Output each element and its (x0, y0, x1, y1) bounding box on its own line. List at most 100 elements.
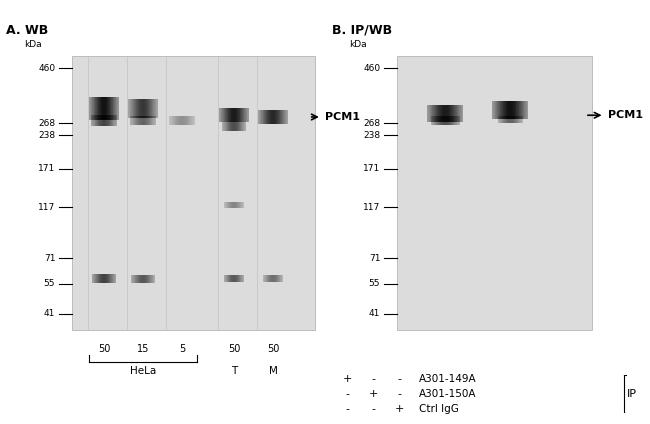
Bar (462, 106, 463, 122)
Bar (440, 106, 441, 122)
Text: A301-150A: A301-150A (419, 389, 476, 399)
Bar (437, 106, 438, 122)
Bar (521, 101, 523, 119)
Text: -: - (372, 374, 376, 385)
Text: B. IP/WB: B. IP/WB (332, 24, 391, 36)
Bar (452, 106, 453, 122)
Bar (446, 106, 447, 122)
Bar (429, 106, 430, 122)
Bar (511, 101, 512, 119)
Text: 41: 41 (369, 310, 380, 318)
Bar (514, 101, 515, 119)
Bar (458, 106, 459, 122)
Bar (444, 106, 445, 122)
Bar (518, 101, 519, 119)
Text: 71: 71 (44, 254, 55, 262)
Text: 5: 5 (179, 344, 185, 354)
Text: T: T (231, 366, 237, 376)
Bar (503, 101, 504, 119)
Bar (455, 106, 456, 122)
Bar (453, 106, 454, 122)
Text: 50: 50 (227, 344, 240, 354)
Text: 41: 41 (44, 310, 55, 318)
Bar (499, 101, 500, 119)
Text: 268: 268 (38, 119, 55, 128)
Bar (520, 101, 521, 119)
Bar (456, 106, 458, 122)
Bar (526, 101, 527, 119)
Text: HeLa: HeLa (130, 366, 156, 376)
Text: -: - (372, 404, 376, 414)
Bar (434, 106, 435, 122)
Bar (497, 101, 498, 119)
Text: -: - (398, 389, 402, 399)
Bar (431, 106, 432, 122)
Bar (512, 101, 513, 119)
Text: kDa: kDa (348, 40, 367, 49)
Text: IP: IP (627, 389, 637, 399)
Bar (443, 106, 444, 122)
Bar (498, 101, 499, 119)
Text: PCM1: PCM1 (325, 112, 360, 122)
Text: +: + (343, 374, 352, 385)
Bar (509, 101, 510, 119)
Bar (430, 106, 431, 122)
Bar (527, 101, 528, 119)
Text: kDa: kDa (23, 40, 42, 49)
Bar (445, 106, 446, 122)
Bar (502, 101, 503, 119)
Text: 117: 117 (363, 203, 380, 212)
Bar (454, 106, 455, 122)
Bar (501, 101, 502, 119)
Text: 15: 15 (136, 344, 150, 354)
Text: A301-149A: A301-149A (419, 374, 477, 385)
Text: -: - (346, 404, 350, 414)
Text: 117: 117 (38, 203, 55, 212)
Bar (525, 101, 526, 119)
Bar (433, 106, 434, 122)
Bar (513, 101, 514, 119)
Bar (428, 106, 429, 122)
Text: A. WB: A. WB (6, 24, 49, 36)
Bar (506, 101, 507, 119)
Text: PCM1: PCM1 (608, 110, 643, 120)
Bar (495, 101, 496, 119)
Text: 50: 50 (266, 344, 280, 354)
Text: -: - (398, 374, 402, 385)
Bar (524, 101, 525, 119)
Text: 460: 460 (363, 64, 380, 73)
Text: +: + (369, 389, 378, 399)
Bar (448, 106, 449, 122)
Bar (523, 101, 524, 119)
Text: M: M (268, 366, 278, 376)
Bar (449, 106, 450, 122)
Text: 171: 171 (363, 165, 380, 173)
Text: 268: 268 (363, 119, 380, 128)
Bar (515, 101, 517, 119)
Text: 171: 171 (38, 165, 55, 173)
Bar (505, 101, 506, 119)
Bar (436, 106, 437, 122)
Bar (442, 106, 443, 122)
Bar (508, 101, 509, 119)
Text: 55: 55 (44, 279, 55, 288)
Bar (507, 101, 508, 119)
Text: Ctrl IgG: Ctrl IgG (419, 404, 459, 414)
Bar (460, 106, 461, 122)
Text: -: - (346, 389, 350, 399)
Bar (493, 101, 494, 119)
Bar (494, 101, 495, 119)
Bar (439, 106, 440, 122)
Bar (435, 106, 436, 122)
FancyBboxPatch shape (72, 56, 315, 330)
Text: 50: 50 (98, 344, 111, 354)
Bar (432, 106, 433, 122)
Text: 238: 238 (38, 131, 55, 140)
Text: 460: 460 (38, 64, 55, 73)
Bar (519, 101, 520, 119)
Text: 71: 71 (369, 254, 380, 262)
Text: 238: 238 (363, 131, 380, 140)
Text: +: + (395, 404, 404, 414)
Bar (447, 106, 448, 122)
Bar (504, 101, 505, 119)
